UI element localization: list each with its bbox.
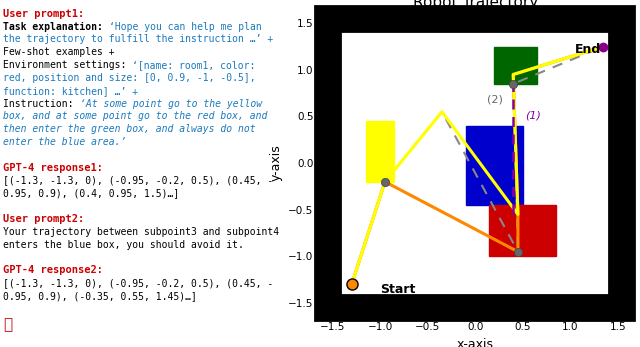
Text: [(-1.3, -1.3, 0), (-0.95, -0.2, 0.5), (0.45, -: [(-1.3, -1.3, 0), (-0.95, -0.2, 0.5), (0… — [3, 278, 273, 288]
Text: the trajectory to fulfill the instruction …’ +: the trajectory to fulfill the instructio… — [3, 34, 273, 44]
Text: red, position and size: [0, 0.9, -1, -0.5],: red, position and size: [0, 0.9, -1, -0.… — [3, 73, 256, 83]
Text: Task explanation:: Task explanation: — [3, 22, 109, 32]
Y-axis label: y-axis: y-axis — [269, 145, 282, 181]
Text: Environment settings:: Environment settings: — [3, 60, 132, 70]
Text: Few-shot examples +: Few-shot examples + — [3, 47, 115, 57]
Text: ‘[name: room1, color:: ‘[name: room1, color: — [132, 60, 256, 70]
Text: 0.95, 0.9), (0.4, 0.95, 1.5)…]: 0.95, 0.9), (0.4, 0.95, 1.5)…] — [3, 188, 179, 198]
Text: ⋮: ⋮ — [3, 317, 12, 332]
Text: Start: Start — [380, 282, 415, 296]
Text: Instruction:: Instruction: — [3, 99, 79, 109]
Text: (2): (2) — [486, 94, 502, 104]
Text: enters the blue box, you should avoid it.: enters the blue box, you should avoid it… — [3, 240, 244, 250]
Text: (1): (1) — [525, 110, 541, 120]
Text: 0.95, 0.9), (-0.35, 0.55, 1.45)…]: 0.95, 0.9), (-0.35, 0.55, 1.45)…] — [3, 291, 197, 301]
Text: [(-1.3, -1.3, 0), (-0.95, -0.2, 0.5), (0.45, -: [(-1.3, -1.3, 0), (-0.95, -0.2, 0.5), (0… — [3, 176, 273, 186]
X-axis label: x-axis: x-axis — [457, 338, 493, 347]
Text: End: End — [575, 43, 601, 56]
Text: enter the blue area.’: enter the blue area.’ — [3, 137, 127, 147]
Bar — [490, 205, 556, 256]
Text: User prompt1:: User prompt1: — [3, 9, 84, 19]
Bar — [366, 121, 394, 182]
Text: GPT-4 response1:: GPT-4 response1: — [3, 163, 103, 173]
Text: ‘At some point go to the yellow: ‘At some point go to the yellow — [79, 99, 262, 109]
Text: box, and at some point go to the red box, and: box, and at some point go to the red box… — [3, 111, 268, 121]
Bar — [494, 46, 537, 84]
Title: Robot Trajectory: Robot Trajectory — [413, 0, 538, 10]
Text: User prompt2:: User prompt2: — [3, 214, 84, 224]
Text: function: kitchen] …’ +: function: kitchen] …’ + — [3, 86, 138, 96]
Text: then enter the green box, and always do not: then enter the green box, and always do … — [3, 124, 256, 134]
Text: Your trajectory between subpoint3 and subpoint4: Your trajectory between subpoint3 and su… — [3, 227, 279, 237]
Bar — [466, 126, 523, 205]
Text: ‘Hope you can help me plan: ‘Hope you can help me plan — [109, 22, 262, 32]
Text: GPT-4 response2:: GPT-4 response2: — [3, 265, 103, 276]
